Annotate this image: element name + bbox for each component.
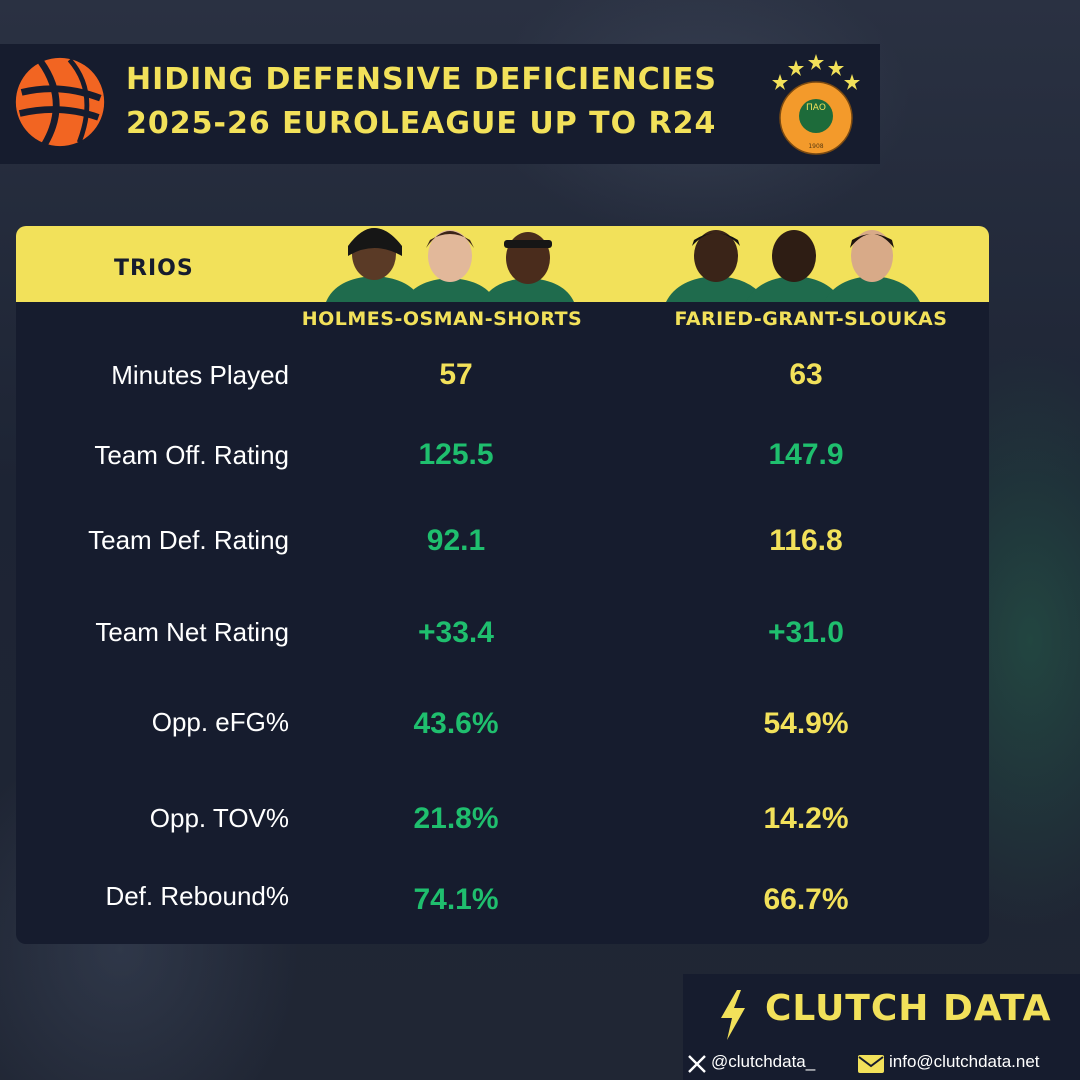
trio-2-value: +31.0: [768, 616, 844, 649]
trios-label: TRIOS: [114, 256, 194, 281]
row-label: Team Net Rating: [95, 617, 289, 647]
trio-1-value: 21.8%: [413, 802, 499, 835]
trio-2-player-photos: [666, 230, 920, 302]
trio-1-value: 57: [439, 358, 473, 391]
brand-footer: CLUTCH DATA @clutchdata_ info@clutchdata…: [683, 974, 1080, 1080]
trio-1-value: +33.4: [418, 616, 494, 649]
row-label: Opp. eFG%: [151, 707, 289, 737]
row-label: Opp. TOV%: [149, 803, 289, 833]
lightning-bolt-icon: [721, 990, 745, 1040]
row-label: Def. Rebound%: [105, 881, 289, 911]
euroleague-logo: [15, 57, 105, 147]
brand-name: CLUTCH DATA: [765, 988, 1052, 1029]
svg-text:1908: 1908: [808, 143, 823, 150]
player-photo-holmes: [326, 228, 422, 302]
trio-1-name: HOLMES-OSMAN-SHORTS: [301, 308, 583, 330]
trio-1-player-photos: [326, 228, 574, 302]
player-photo-shorts: [482, 232, 574, 302]
player-photo-osman: [404, 230, 496, 302]
panathinaikos-logo: ΠΑΟ 1908: [772, 54, 860, 155]
title-line-1: HIDING DEFENSIVE DEFICIENCIES: [126, 62, 718, 97]
trio-2-value: 66.7%: [763, 883, 849, 916]
row-label: Team Def. Rating: [88, 525, 289, 555]
svg-text:ΠΑΟ: ΠΑΟ: [806, 103, 826, 113]
x-handle[interactable]: @clutchdata_: [711, 1052, 816, 1071]
trio-2-value: 63: [789, 358, 823, 391]
trio-2-value: 14.2%: [763, 802, 849, 835]
player-photo-faried: [666, 230, 766, 302]
row-label: Minutes Played: [111, 360, 289, 390]
trio-1-value: 43.6%: [413, 707, 499, 740]
trio-2-value: 116.8: [769, 524, 843, 557]
email-address[interactable]: info@clutchdata.net: [889, 1052, 1040, 1071]
header-banner: HIDING DEFENSIVE DEFICIENCIES 2025-26 EU…: [0, 44, 880, 164]
trio-1-value: 92.1: [426, 524, 486, 557]
x-logo-icon: [688, 1055, 706, 1073]
title-line-2: 2025-26 EUROLEAGUE UP TO R24: [126, 106, 717, 141]
trio-1-value: 74.1%: [413, 883, 499, 916]
trio-1-value: 125.5: [418, 438, 494, 471]
stats-panel: TRIOS: [16, 226, 989, 944]
trio-2-name: FARIED-GRANT-SLOUKAS: [674, 308, 948, 330]
trio-2-value: 147.9: [768, 438, 844, 471]
player-photo-grant: [746, 230, 842, 302]
row-label: Team Off. Rating: [94, 440, 289, 470]
player-photo-sloukas: [824, 230, 920, 302]
trio-2-value: 54.9%: [763, 707, 849, 740]
mail-icon: [858, 1055, 884, 1073]
